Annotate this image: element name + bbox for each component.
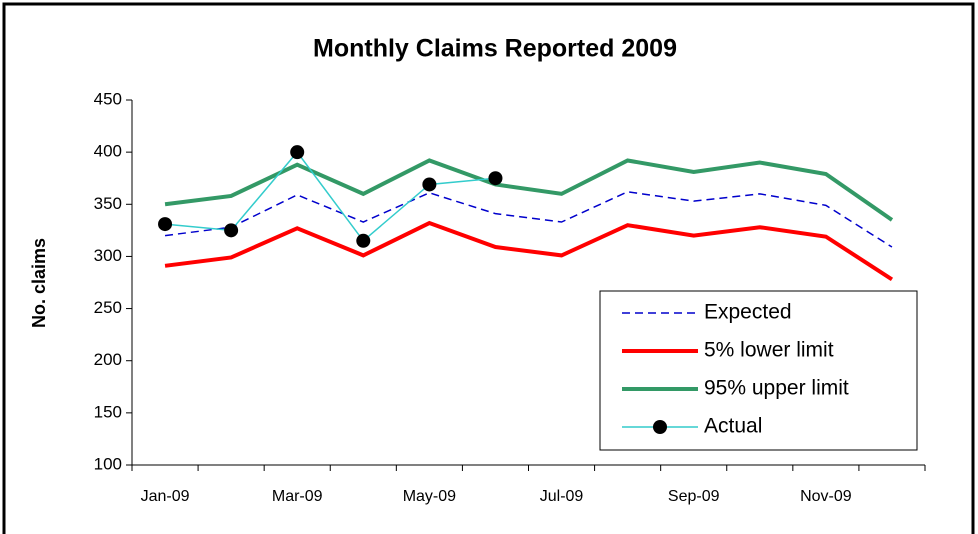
data-point: [488, 171, 503, 186]
y-tick-label: 300: [94, 246, 122, 265]
y-tick-label: 250: [94, 298, 122, 317]
legend-marker: [653, 420, 667, 434]
y-tick-label: 100: [94, 454, 122, 473]
chart-title: Monthly Claims Reported 2009: [313, 35, 677, 63]
data-point: [422, 177, 437, 192]
legend-box: [599, 290, 918, 451]
y-tick-label: 400: [94, 142, 122, 161]
y-tick-label: 150: [94, 402, 122, 421]
x-tick-label: May-09: [403, 488, 456, 505]
data-point: [356, 233, 371, 248]
x-tick-label: Sep-09: [668, 488, 720, 505]
x-tick-label: Jul-09: [540, 488, 584, 505]
legend-label: 5% lower limit: [704, 339, 834, 362]
y-tick-label: 200: [94, 350, 122, 369]
x-tick-label: Mar-09: [272, 488, 323, 505]
data-point: [224, 223, 239, 238]
y-axis-label: No. claims: [29, 238, 49, 328]
legend-label: Actual: [704, 415, 762, 438]
data-point: [290, 145, 305, 160]
x-tick-label: Jan-09: [141, 488, 190, 505]
y-tick-label: 450: [94, 89, 122, 108]
legend-label: 95% upper limit: [704, 377, 849, 400]
x-tick-label: Nov-09: [800, 488, 852, 505]
series-line: [164, 150, 496, 242]
legend-label: Expected: [704, 301, 792, 324]
series-line: [164, 220, 894, 282]
y-tick-label: 350: [94, 194, 122, 213]
data-point: [158, 217, 173, 232]
series-line: [164, 158, 894, 222]
